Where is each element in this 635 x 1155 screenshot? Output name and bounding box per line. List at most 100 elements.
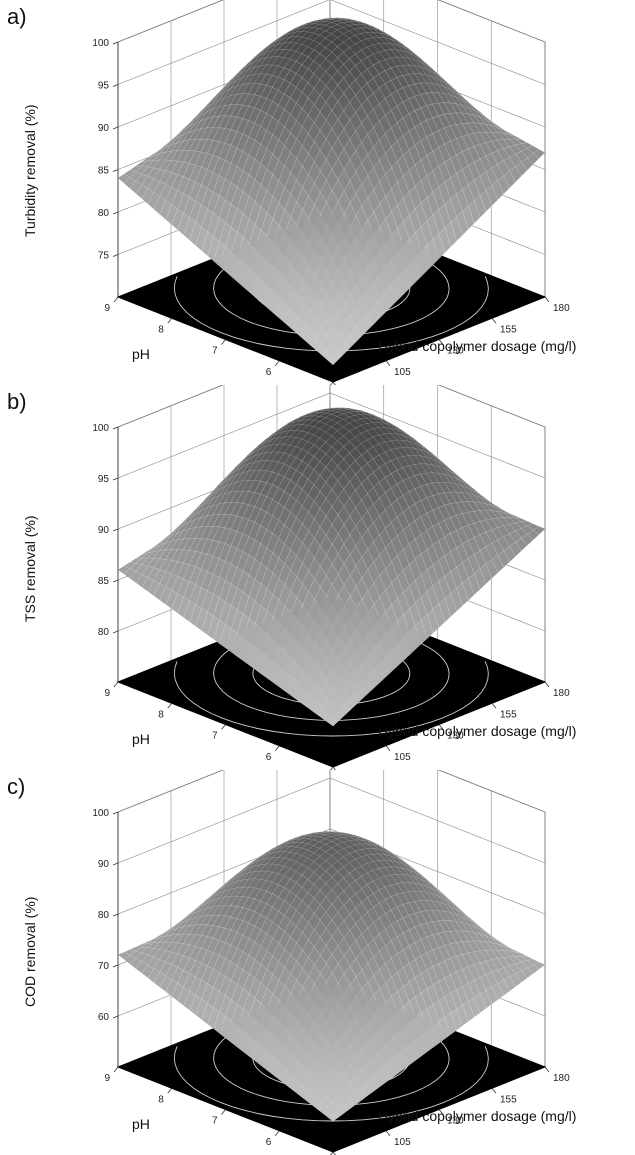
surface-cell [284, 193, 297, 217]
surface-cell [408, 83, 421, 97]
surface-cell [332, 1105, 346, 1118]
surface-cell [319, 38, 332, 48]
surface-cell [444, 1012, 457, 1035]
surface-cell [301, 415, 315, 421]
surface-cell [308, 640, 321, 662]
surface-cell [349, 94, 362, 113]
surface-cell [290, 158, 303, 181]
surface-cell [325, 426, 338, 437]
surface-cell [231, 256, 244, 283]
surface-cell [325, 889, 338, 905]
z-tick-label: 100 [92, 38, 109, 49]
z-tick-label: 80 [98, 627, 110, 638]
surface-cell [249, 1039, 262, 1062]
surface-cell [521, 157, 534, 171]
surface-cell [326, 234, 339, 258]
x-tick [385, 360, 391, 366]
surface-cell [326, 1110, 340, 1122]
surface-cell [354, 414, 368, 420]
surface-cell [350, 1088, 363, 1105]
surface-cell [135, 574, 149, 588]
surface-cell [319, 431, 332, 443]
surface-cell [426, 191, 439, 216]
surface-cell [455, 123, 469, 137]
surface-cell [266, 75, 279, 88]
surface-cell [284, 511, 297, 531]
surface-cell [319, 466, 332, 483]
surface-cell [189, 976, 202, 996]
surface-cell [343, 862, 356, 874]
surface-cell [350, 586, 363, 609]
surface-cell [141, 188, 154, 205]
surface-cell [509, 973, 522, 987]
surface-cell [206, 486, 219, 499]
surface-cell [450, 515, 463, 531]
surface-cell [350, 303, 363, 324]
surface-cell [337, 904, 350, 922]
surface-cell [325, 488, 339, 507]
surface-cell [266, 134, 279, 155]
surface-cell [301, 452, 315, 466]
surface-cell [314, 565, 327, 588]
surface-cell [384, 896, 398, 911]
surface-cell [391, 182, 404, 206]
surface-cell [521, 533, 534, 546]
z-tick-label: 80 [98, 910, 110, 921]
surface-cell [450, 216, 463, 242]
z-axis: 80 85 90 95 100 [92, 423, 119, 682]
surface-cell [372, 868, 386, 879]
surface-cell [409, 558, 422, 581]
surface-cell [224, 529, 238, 546]
surface-cell [414, 473, 427, 487]
surface-cell [308, 620, 321, 642]
surface-cell [515, 537, 528, 552]
surface-cell [331, 422, 344, 432]
surface-cell [491, 150, 504, 165]
surface-cell [171, 919, 184, 929]
surface-cell [278, 109, 291, 127]
z-tick [112, 426, 119, 430]
surface-cell [189, 946, 202, 961]
surface-cell [254, 73, 267, 85]
surface-cell [368, 280, 381, 303]
surface-cell [432, 92, 445, 104]
surface-cell [421, 591, 434, 615]
surface-cell [415, 596, 428, 621]
surface-cell [254, 469, 267, 482]
surface-cell [343, 119, 356, 140]
z-tick-label: 90 [98, 859, 110, 870]
surface-cell [379, 153, 392, 175]
surface-cell [284, 590, 297, 613]
z-tick [112, 1015, 119, 1019]
surface-cell [331, 408, 344, 413]
surface-cell [372, 43, 386, 52]
y-tick [221, 339, 226, 345]
surface-cell [331, 452, 344, 467]
surface-cell [373, 917, 386, 935]
surface-cell [271, 846, 285, 854]
surface-cell [325, 903, 339, 921]
surface-cell [461, 112, 475, 124]
surface-cell [261, 1008, 274, 1030]
surface-cell [314, 236, 327, 260]
surface-cell [338, 1031, 351, 1051]
surface-cell [367, 522, 380, 542]
surface-cell [135, 166, 148, 175]
surface-cell [325, 876, 338, 891]
surface-cell [314, 1011, 327, 1031]
x-tick-label: 130 [447, 731, 464, 742]
surface-cell [320, 309, 333, 330]
surface-cell [332, 945, 345, 965]
surface-cell [237, 261, 250, 288]
x-tick-label: 180 [553, 1073, 570, 1084]
surface-cell [438, 960, 451, 979]
surface-cell [289, 51, 303, 62]
surface-cell [236, 868, 249, 878]
surface-cell [307, 839, 320, 846]
surface-cell [343, 930, 356, 948]
z-tick-label: 75 [98, 251, 110, 262]
panel-label: c) [7, 774, 26, 799]
surface-cell [207, 191, 220, 214]
surface-cell [314, 129, 327, 151]
surface-cell [332, 982, 345, 1002]
